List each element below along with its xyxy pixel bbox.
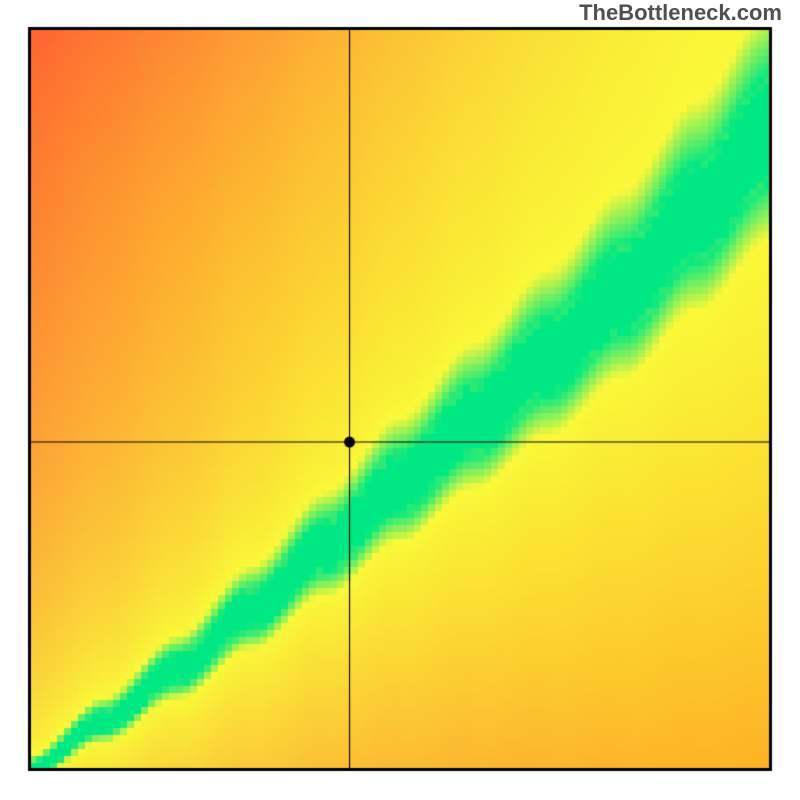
bottleneck-heatmap-canvas	[0, 0, 800, 800]
chart-container: { "watermark": { "text": "TheBottleneck.…	[0, 0, 800, 800]
